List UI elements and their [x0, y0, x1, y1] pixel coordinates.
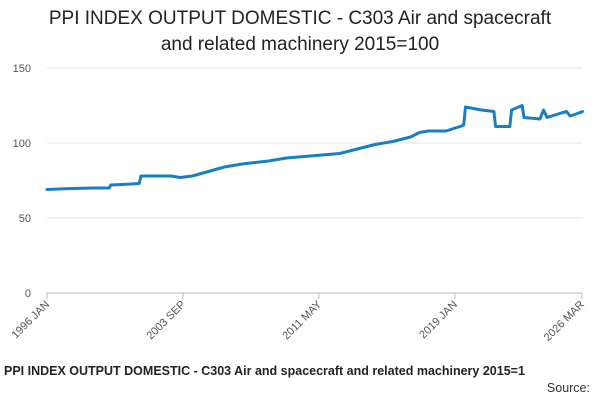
chart-title-line-1: PPI INDEX OUTPUT DOMESTIC - C303 Air and…	[48, 8, 552, 29]
x-tick-label: 2003 SEP	[145, 299, 189, 343]
y-tick-label: 100	[13, 138, 31, 150]
y-tick-label: 0	[25, 288, 31, 300]
y-tick-label: 150	[13, 63, 31, 75]
y-tick-label: 50	[19, 213, 31, 225]
x-tick-label: 2019 JAN	[417, 299, 460, 342]
x-tick-label: 2026 MAR	[542, 299, 587, 344]
x-tick-label: 2011 MAY	[280, 298, 324, 342]
series-caption: PPI INDEX OUTPUT DOMESTIC - C303 Air and…	[4, 364, 525, 378]
chart-title: PPI INDEX OUTPUT DOMESTIC - C303 Air and…	[0, 6, 600, 58]
source-label: Source:	[546, 381, 590, 395]
series-line	[45, 104, 584, 191]
chart-title-line-2: and related machinery 2015=100	[160, 34, 440, 55]
x-tick-label: 1996 JAN	[9, 299, 52, 342]
